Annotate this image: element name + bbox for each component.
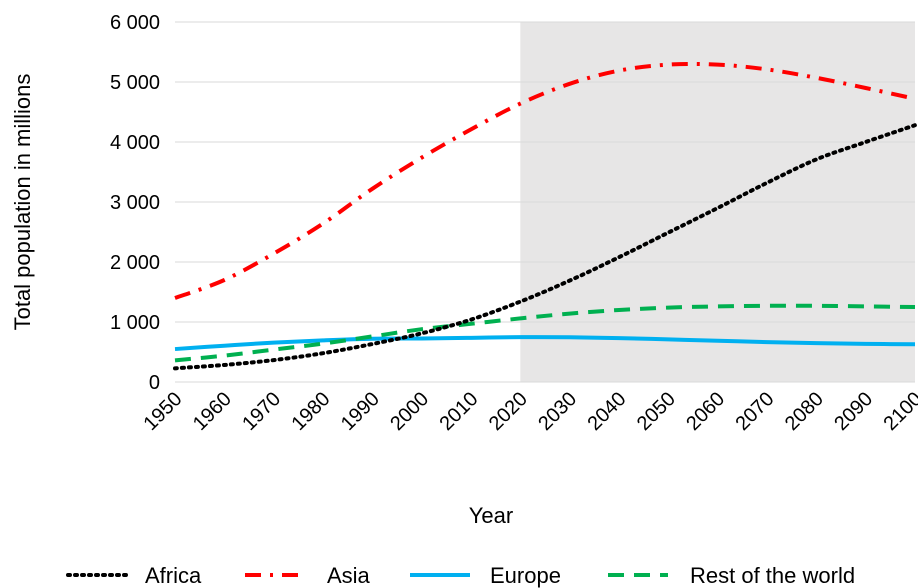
x-tick-label: 2010 (436, 388, 483, 435)
x-tick-label: 2060 (682, 388, 729, 435)
x-tick-label: 1950 (140, 388, 187, 435)
y-tick-label: 3 000 (110, 192, 160, 214)
y-tick-labels: 0 1 000 2 000 3 000 4 000 5 000 6 000 (110, 12, 160, 394)
series-line-africa (173, 123, 917, 371)
legend-label: Africa (145, 563, 202, 588)
x-tick-label: 2090 (830, 388, 877, 435)
x-tick-label: 2000 (386, 388, 433, 435)
y-tick-label: 4 000 (110, 132, 160, 154)
x-tick-label: 2040 (584, 388, 631, 435)
y-tick-label: 5 000 (110, 72, 160, 94)
y-tick-label: 2 000 (110, 252, 160, 274)
legend-label: Asia (327, 563, 371, 588)
x-tick-label: 2080 (781, 388, 828, 435)
y-axis-title: Total population in millions (10, 74, 35, 331)
legend: Africa Asia Europe Rest of the world (66, 563, 855, 588)
x-tick-label: 1960 (189, 388, 236, 435)
legend-label: Rest of the world (690, 563, 855, 588)
x-tick-labels: 1950 1960 1970 1980 1990 2000 2010 2020 2030 2040… (140, 388, 918, 435)
x-tick-label: 1970 (238, 388, 285, 435)
x-tick-label: 2070 (732, 388, 779, 435)
y-tick-label: 6 000 (110, 12, 160, 34)
y-tick-label: 0 (149, 372, 160, 394)
x-tick-label: 2100 (880, 388, 918, 435)
x-tick-label: 2020 (485, 388, 532, 435)
gridlines (175, 21, 915, 383)
x-axis-title: Year (469, 503, 513, 528)
series-line-rest-of-the-world (174, 303, 916, 363)
y-tick-label: 1 000 (110, 312, 160, 334)
series-line-asia (174, 61, 916, 300)
x-tick-label: 2030 (534, 388, 581, 435)
series-line-europe (174, 335, 916, 352)
series-lines (173, 61, 917, 371)
x-tick-label: 1990 (337, 388, 384, 435)
legend-label: Europe (490, 563, 561, 588)
x-tick-label: 1980 (288, 388, 335, 435)
x-tick-label: 2050 (633, 388, 680, 435)
